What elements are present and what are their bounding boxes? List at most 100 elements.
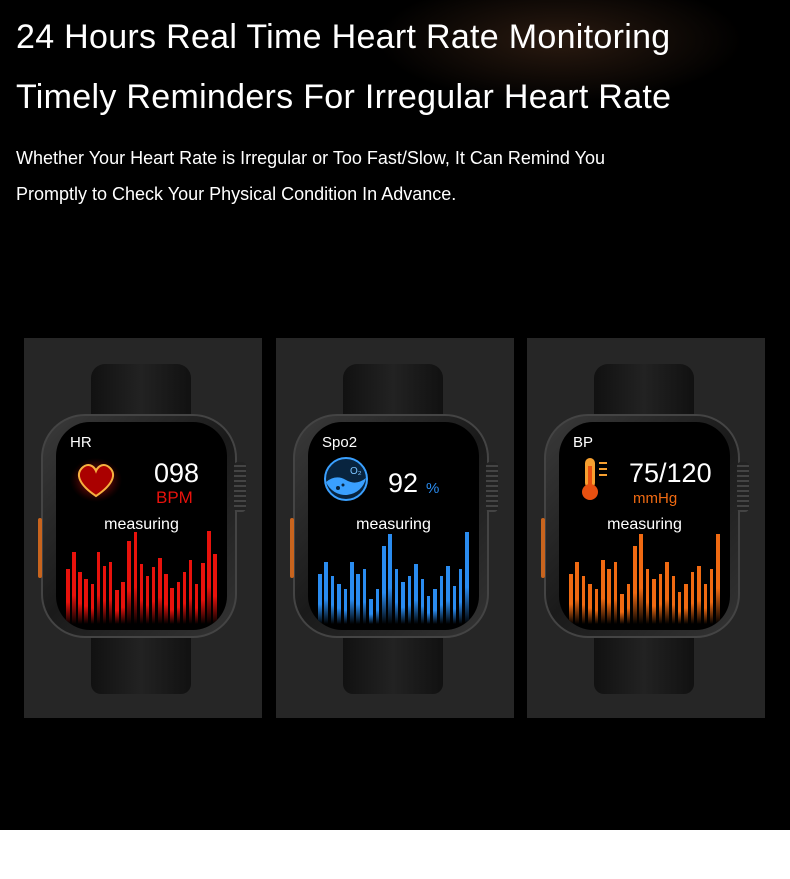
- watch-strap: [343, 634, 443, 694]
- waveform-bar: [66, 569, 70, 624]
- waveform-bar: [426, 596, 431, 624]
- description-line: Whether Your Heart Rate is Irregular or …: [16, 148, 605, 168]
- waveform-bar: [90, 584, 95, 624]
- waveform-bar: [108, 562, 113, 624]
- waveform-bar: [594, 589, 599, 624]
- waveform-bar: [652, 579, 656, 624]
- waveform-bar: [201, 563, 205, 624]
- watch-strap: [91, 634, 191, 694]
- waveform-bar: [96, 552, 101, 624]
- waveform-bar: [420, 579, 424, 624]
- waveform-bar: [452, 586, 457, 624]
- waveform-bar: [697, 566, 701, 624]
- metric-unit: BPM: [156, 488, 193, 507]
- waveform-bar: [337, 584, 341, 624]
- waveform-bar: [388, 534, 392, 624]
- waveform-bar: [207, 531, 211, 624]
- metric-value: 92: [388, 468, 419, 498]
- waveform-bar: [414, 564, 418, 624]
- waveform-bar: [375, 589, 380, 624]
- waveform-bar: [151, 567, 156, 624]
- waveform-bar: [709, 569, 714, 624]
- waveform-chart: [66, 524, 217, 624]
- waveform-bar: [401, 582, 405, 624]
- heart-icon: [70, 456, 122, 502]
- svg-text:O₂: O₂: [350, 466, 362, 477]
- watch-screen: Spo2 O₂ 92 % measuring: [308, 422, 479, 630]
- side-button: [290, 518, 294, 578]
- waveform-bar: [318, 574, 322, 624]
- waveform-bar: [102, 566, 107, 624]
- waveform-bar: [145, 576, 150, 624]
- waveform-bar: [170, 588, 174, 624]
- waveform-bar: [446, 566, 450, 624]
- waveform-bar: [324, 562, 328, 624]
- description-line: Promptly to Check Your Physical Conditio…: [16, 184, 457, 204]
- metric-value: 098: [154, 458, 200, 488]
- headline: 24 Hours Real Time Heart Rate Monitoring: [16, 18, 671, 56]
- waveform-bar: [569, 574, 573, 624]
- waveform-bar: [575, 562, 579, 624]
- digital-crown: [486, 462, 498, 512]
- watch-panel-bp: BP 75/120 mmHg measuring: [527, 338, 765, 718]
- waveform-bar: [382, 546, 386, 624]
- waveform-bar: [639, 534, 643, 624]
- waveform-bar: [690, 572, 695, 624]
- waveform-chart: [318, 524, 469, 624]
- waveform-bar: [601, 560, 605, 624]
- watch-panel-spo2: Spo2 O₂ 92 % measuring: [276, 338, 514, 718]
- waveform-bar: [158, 558, 162, 624]
- waveform-bar: [620, 594, 624, 624]
- metric-label: Spo2: [322, 434, 358, 451]
- waveform-bar: [176, 582, 181, 624]
- waveform-bar: [703, 584, 708, 624]
- waveform-bar: [343, 589, 348, 624]
- waveform-bar: [133, 532, 138, 624]
- waveform-bar: [84, 579, 88, 624]
- waveform-bar: [716, 534, 720, 624]
- waveform-bar: [139, 564, 144, 624]
- waveform-bar: [164, 574, 168, 624]
- waveform-bar: [350, 562, 354, 624]
- waveform-bar: [626, 584, 631, 624]
- waveform-bar: [607, 569, 611, 624]
- waveform-bar: [633, 546, 637, 624]
- waveform-bar: [356, 574, 360, 624]
- waveform-bar: [194, 584, 199, 624]
- waveform-bar: [213, 554, 217, 624]
- metric-unit: mmHg: [633, 490, 678, 507]
- waveform-bar: [72, 552, 76, 624]
- watch-screen: HR 098 BPM measuring: [56, 422, 227, 630]
- metric-label: BP: [573, 434, 594, 451]
- waveform-bar: [613, 562, 618, 624]
- waveform-bar: [665, 562, 669, 624]
- waveform-bar: [115, 590, 119, 624]
- waveform-bar: [465, 532, 469, 624]
- waveform-bar: [677, 592, 682, 624]
- status-text: measuring: [356, 516, 431, 533]
- waveform-bar: [121, 582, 125, 624]
- watch-strap: [594, 634, 694, 694]
- waveform-bar: [645, 569, 650, 624]
- metric-unit: %: [426, 480, 440, 497]
- metric-label: HR: [70, 434, 92, 451]
- waveform-bar: [394, 569, 399, 624]
- thermometer-icon: [573, 456, 625, 502]
- hero-banner: 24 Hours Real Time Heart Rate Monitoring…: [0, 0, 790, 830]
- metric-value: 75/120: [629, 458, 712, 488]
- waveform-bar: [127, 541, 131, 624]
- waveform-bar: [658, 574, 663, 624]
- side-button: [38, 518, 42, 578]
- waveform-bar: [369, 599, 373, 624]
- watch-screen: BP 75/120 mmHg measuring: [559, 422, 730, 630]
- subheadline: Timely Reminders For Irregular Heart Rat…: [16, 78, 672, 116]
- waveform-bar: [362, 569, 367, 624]
- oxygen-icon: O₂: [322, 456, 374, 502]
- waveform-bar: [182, 572, 187, 624]
- waveform-bar: [439, 576, 444, 624]
- waveform-bar: [78, 572, 82, 624]
- status-text: measuring: [607, 516, 682, 533]
- waveform-bar: [407, 576, 412, 624]
- waveform-bar: [588, 584, 592, 624]
- watch-panel-hr: HR 098 BPM measuring: [24, 338, 262, 718]
